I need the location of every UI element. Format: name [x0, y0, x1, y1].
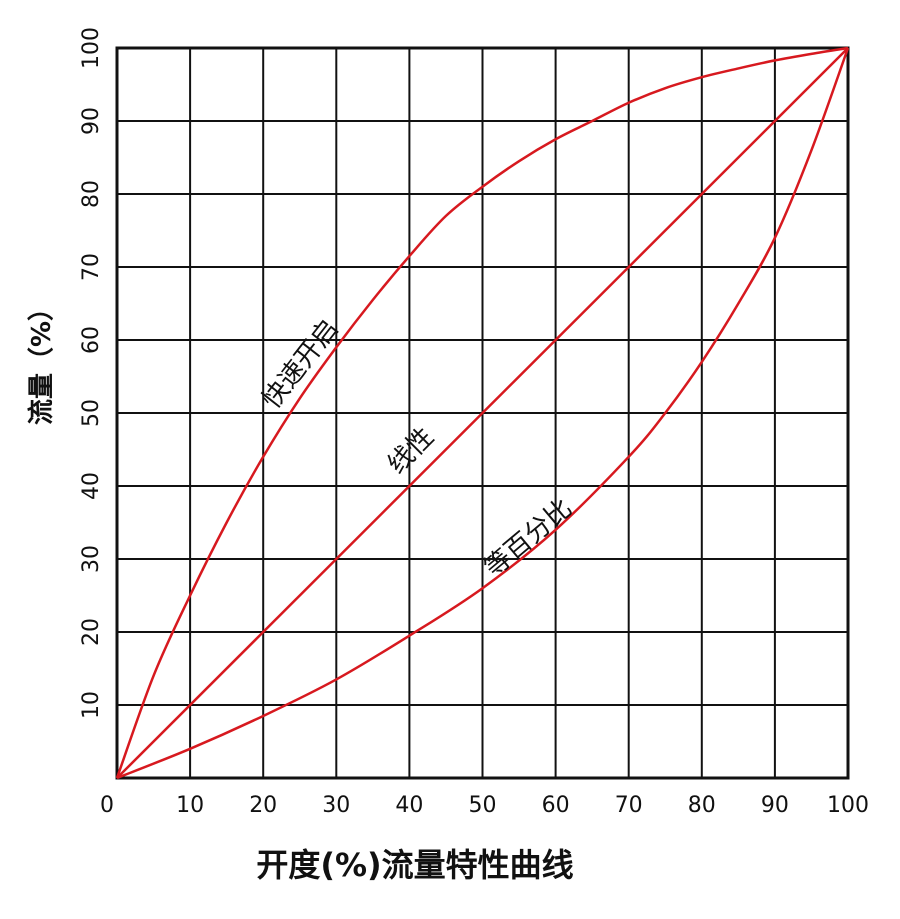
equal-percentage-curve: [116, 47, 850, 780]
x-tick-label: 20: [249, 793, 277, 818]
x-tick-label: 70: [615, 793, 643, 818]
x-tick-label: 90: [761, 793, 789, 818]
y-tick-label: 40: [79, 472, 104, 500]
x-tick-label: 80: [688, 793, 716, 818]
y-tick-label: 10: [79, 691, 104, 719]
x-tick-label: 10: [176, 793, 204, 818]
y-tick-label: 90: [79, 107, 104, 135]
plot-frame: [115, 46, 850, 780]
x-tick-labels: 0 10 20 30 40 50 60 70 80 90 100: [100, 793, 869, 818]
x-tick-label: 50: [469, 793, 497, 818]
y-tick-label: 100: [79, 27, 104, 69]
x-tick-label: 30: [322, 793, 350, 818]
equal-percentage-label: 等百分比: [479, 493, 578, 583]
linear-curve: [116, 47, 849, 779]
y-tick-label: 80: [79, 180, 104, 208]
quick-open-label: 快速开启: [257, 314, 345, 414]
grid: [115, 46, 850, 780]
chart-title: 开度(%)流量特性曲线: [256, 846, 574, 884]
y-axis-label: 流量（%）: [27, 295, 57, 425]
x-tick-label: 60: [542, 793, 570, 818]
quick-open-curve: [115, 46, 849, 779]
x-tick-label: 0: [100, 793, 114, 818]
linear-label: 线性: [382, 422, 440, 480]
x-tick-label: 100: [827, 793, 869, 818]
y-tick-label: 60: [79, 326, 104, 354]
y-tick-label: 20: [79, 618, 104, 646]
x-tick-label: 40: [395, 793, 423, 818]
series-lines: [115, 46, 850, 780]
y-tick-label: 30: [79, 545, 104, 573]
y-tick-label: 70: [79, 253, 104, 281]
y-tick-labels: 10 20 30 40 50 60 70 80 90 100: [79, 27, 104, 719]
y-tick-label: 50: [79, 399, 104, 427]
